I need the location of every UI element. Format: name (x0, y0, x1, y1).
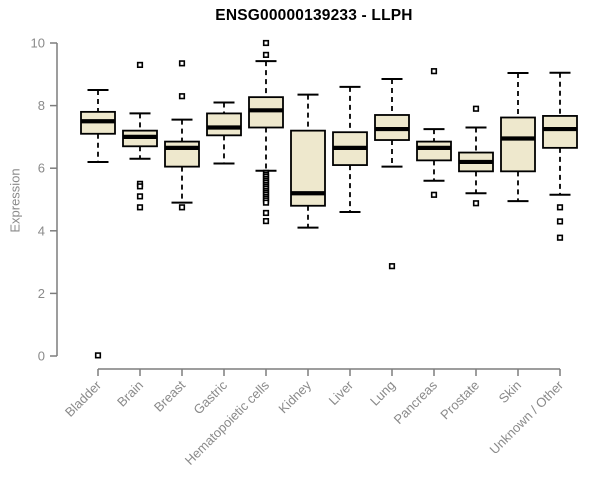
outlier-point (94, 352, 102, 359)
outlier-point (262, 39, 270, 47)
boxplot-lung (374, 77, 410, 270)
x-tick-label: Skin (496, 378, 524, 406)
x-tick-label: Liver (326, 377, 357, 408)
y-tick-label: 4 (38, 223, 45, 238)
outlier-point (430, 191, 438, 198)
outlier-point (136, 61, 144, 69)
outlier-point (136, 193, 144, 200)
outlier-point (430, 68, 438, 75)
boxplot-pancreas (416, 68, 452, 198)
x-tick-label: Bladder (62, 377, 105, 420)
outlier-point (178, 60, 186, 67)
outlier-point (556, 204, 564, 211)
outlier-point (178, 93, 186, 100)
outlier-point (472, 200, 480, 207)
x-tick-label: Kidney (275, 377, 314, 416)
x-tick-label: Unknown / Other (487, 377, 567, 457)
boxplot-skin (500, 72, 536, 203)
outlier-point (556, 218, 564, 225)
x-tick-label: Breast (151, 377, 188, 414)
boxplot-brain (122, 61, 158, 211)
y-tick-label: 6 (38, 161, 45, 176)
x-tick-label: Prostate (437, 378, 482, 423)
x-tick-label: Lung (367, 378, 398, 409)
outlier-point (472, 105, 480, 112)
boxplot-breast (164, 60, 200, 211)
iqr-box (206, 112, 242, 137)
iqr-box (164, 140, 200, 168)
y-tick-label: 2 (38, 286, 45, 301)
iqr-box (416, 140, 452, 162)
outlier-point (178, 204, 186, 211)
x-tick-label: Gastric (190, 377, 230, 417)
x-tick-label: Brain (114, 378, 146, 410)
outlier-point (262, 199, 270, 206)
boxplot-kidney (290, 93, 326, 229)
iqr-box (500, 116, 536, 173)
y-tick-label: 8 (38, 98, 45, 113)
outlier-point (136, 183, 144, 190)
iqr-box (542, 115, 578, 149)
boxplot-liver (332, 85, 368, 214)
boxplot-hematopoietic-cells (248, 39, 284, 225)
outlier-point (262, 217, 270, 225)
chart-title: ENSG00000139233 - LLPH (215, 7, 413, 24)
boxplot-unknown-other (542, 71, 578, 241)
outlier-point (136, 204, 144, 211)
outlier-point (388, 263, 396, 270)
y-tick-label: 0 (38, 349, 45, 364)
boxplot-prostate (458, 105, 494, 207)
outlier-point (262, 51, 270, 58)
boxplot-gastric (206, 101, 242, 165)
y-tick-label: 10 (31, 36, 45, 51)
outlier-point (556, 234, 564, 241)
outlier-point (262, 209, 270, 217)
boxplot-bladder (80, 88, 116, 359)
x-tick-label: Pancreas (391, 377, 441, 427)
